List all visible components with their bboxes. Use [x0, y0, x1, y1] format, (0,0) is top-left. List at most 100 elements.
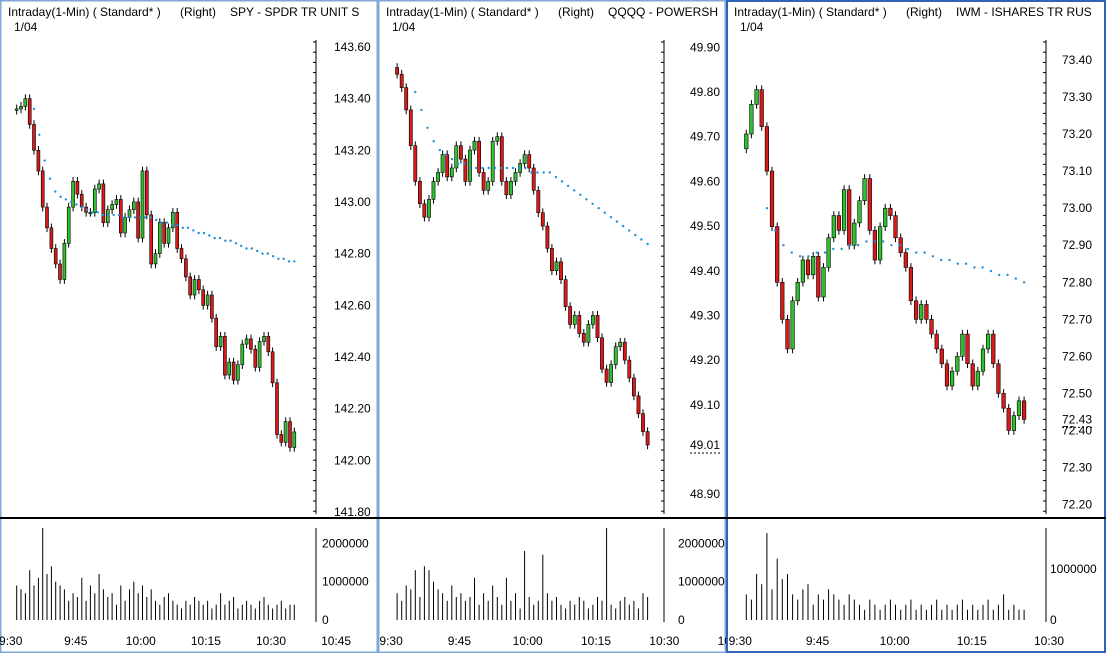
iwm-candle-body: [1011, 415, 1017, 431]
spy-candle-body: [270, 351, 275, 384]
spy-price-tick-label: 143.60: [334, 40, 371, 54]
spy-moving-average-point: [101, 213, 105, 217]
iwm-volume-tick-label: 1000000: [1050, 562, 1097, 576]
qqqq-price-tick-label: 49.90: [690, 40, 720, 54]
qqqq-candle-body: [417, 181, 422, 204]
spy-candle-body: [262, 335, 266, 342]
qqqq-price-tick-label: 48.90: [690, 487, 720, 501]
spy-moving-average-point: [287, 260, 291, 263]
spy-candle-body: [249, 338, 253, 350]
iwm-time-tick-label: 9:30: [729, 634, 753, 648]
qqqq-moving-average-point: [597, 207, 600, 210]
qqqq-moving-average-point: [499, 166, 503, 170]
spy-candle-body: [227, 361, 231, 376]
spy-header-symbol: SPY - SPDR TR UNIT S: [230, 5, 359, 19]
qqqq-moving-average-point: [493, 166, 496, 170]
qqqq-moving-average-point: [548, 171, 551, 174]
iwm-moving-average-point: [1006, 273, 1009, 277]
iwm-moving-average-point: [973, 266, 976, 269]
iwm-moving-average-point: [940, 258, 943, 262]
qqqq-candle-body: [399, 73, 404, 88]
qqqq-moving-average-point: [469, 166, 472, 170]
spy-price-tick-label: 142.60: [334, 298, 371, 312]
spy-candle-body: [192, 279, 197, 296]
spy-candle-body: [171, 212, 175, 229]
qqqq-candle-body: [459, 145, 463, 160]
spy-price-tick-label: 143.20: [334, 143, 371, 157]
iwm-candle-body: [939, 348, 944, 365]
qqqq-moving-average-point: [615, 220, 619, 223]
qqqq-moving-average-point: [542, 171, 545, 174]
iwm-moving-average-point: [915, 251, 918, 254]
iwm-moving-average-point: [815, 251, 818, 254]
iwm-candle-body: [1021, 400, 1027, 420]
qqqq-candle-body: [600, 337, 604, 370]
spy-header-axis-side: (Right): [180, 5, 216, 19]
chart-panel-spy[interactable]: Intraday(1-Min) ( Standard* ) (Right) SPY …: [0, 0, 378, 653]
iwm-candle-body: [872, 230, 878, 261]
spy-candle-body: [153, 253, 158, 265]
spy-moving-average-point: [133, 216, 137, 219]
spy-candle-body: [27, 98, 32, 125]
iwm-moving-average-point: [865, 240, 868, 243]
iwm-moving-average-point: [840, 247, 843, 251]
spy-candle-body: [279, 434, 284, 443]
spy-time-tick-label: 10:45: [321, 634, 351, 648]
iwm-candle-body: [836, 215, 841, 231]
spy-moving-average-point: [266, 252, 269, 255]
qqqq-candle-body: [586, 324, 591, 343]
qqqq-candle-body: [472, 140, 477, 151]
spy-volume-tick-label: 2000000: [322, 536, 369, 550]
qqqq-moving-average-point: [621, 224, 625, 228]
spy-candle-body: [210, 294, 214, 319]
qqqq-price-tick-label: 49.70: [690, 130, 720, 144]
iwm-candle-body: [903, 252, 908, 268]
spy-moving-average-point: [160, 221, 163, 224]
qqqq-moving-average-point: [646, 242, 649, 246]
qqqq-candle-body: [545, 225, 550, 249]
qqqq-candle-body: [427, 199, 431, 218]
qqqq-moving-average-point: [450, 157, 454, 161]
iwm-candle-body: [744, 133, 749, 150]
qqqq-header-symbol: QQQQ - POWERSH: [608, 5, 718, 19]
spy-moving-average-point: [218, 236, 222, 240]
iwm-moving-average-point: [790, 251, 793, 254]
spy-candle-body: [179, 248, 184, 260]
iwm-candle-body: [775, 226, 780, 283]
qqqq-moving-average-point: [426, 126, 429, 129]
iwm-candle-body: [749, 104, 754, 135]
chart-panel-iwm[interactable]: Intraday(1-Min) ( Standard* ) (Right) IWM …: [726, 0, 1106, 653]
spy-candle-body: [283, 421, 288, 443]
spy-candle-body: [110, 204, 114, 210]
spy-candle-body: [257, 341, 262, 368]
spy-moving-average-point: [38, 133, 41, 136]
iwm-moving-average-point: [848, 244, 852, 247]
iwm-candle-body: [955, 356, 960, 372]
iwm-candle-body: [785, 318, 790, 350]
iwm-price-tick-label: 72.43: [1062, 412, 1092, 426]
spy-candle-body: [205, 294, 210, 306]
spy-candle-body: [244, 338, 249, 345]
spy-price-tick-label: 141.80: [334, 505, 371, 519]
iwm-moving-average-point: [931, 255, 935, 258]
iwm-header-date: 1/04: [740, 20, 764, 34]
qqqq-moving-average-point: [640, 238, 643, 241]
spy-candle-body: [123, 217, 127, 234]
spy-moving-average-point: [197, 231, 200, 235]
qqqq-price-tick-label: 49.80: [690, 85, 720, 99]
qqqq-moving-average-point: [634, 233, 637, 237]
spy-candle-body: [32, 124, 36, 151]
iwm-candle-body: [790, 300, 795, 350]
chart-panel-qqqq[interactable]: Intraday(1-Min) ( Standard* ) (Right) QQQQ…: [378, 0, 726, 653]
spy-candle-body: [292, 431, 297, 448]
qqqq-moving-average-point: [609, 216, 613, 219]
qqqq-candle-body: [408, 109, 413, 146]
iwm-moving-average-point: [989, 269, 993, 273]
iwm-price-tick-label: 72.70: [1062, 312, 1092, 326]
spy-header-date: 1/04: [14, 20, 38, 34]
qqqq-candle-body: [404, 87, 409, 111]
iwm-time-tick-label: 9:45: [806, 634, 830, 648]
spy-volume-tick-label: 1000000: [322, 575, 369, 589]
qqqq-header-date: 1/04: [392, 20, 416, 34]
iwm-candle-body: [852, 222, 857, 246]
